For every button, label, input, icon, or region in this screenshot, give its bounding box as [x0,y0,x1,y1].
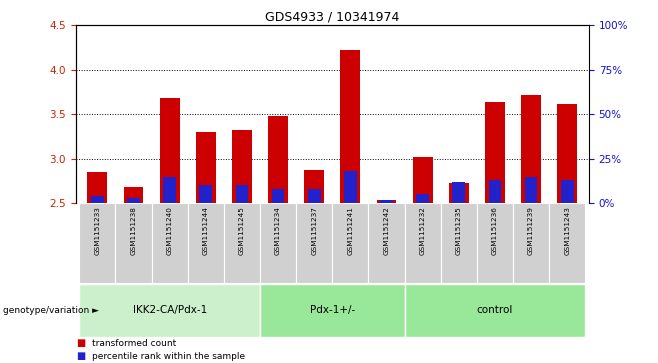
Bar [557,104,577,203]
Text: GSM1151235: GSM1151235 [456,206,462,254]
Bar [344,171,357,203]
Bar [417,194,429,203]
Bar [332,203,368,283]
Bar [79,203,115,283]
Bar [477,203,513,283]
Bar [151,203,188,283]
Bar [368,203,405,283]
Bar [521,95,541,203]
Text: GSM1151240: GSM1151240 [166,206,172,254]
Bar [549,203,586,283]
Text: genotype/variation ►: genotype/variation ► [3,306,99,315]
Bar [525,177,538,203]
Bar [260,284,405,337]
Text: GSM1151234: GSM1151234 [275,206,281,254]
Text: GSM1151232: GSM1151232 [420,206,426,254]
Bar [485,102,505,203]
Text: ■: ■ [76,338,85,348]
Text: GDS4933 / 10341974: GDS4933 / 10341974 [265,11,399,24]
Bar [224,203,260,283]
Bar [304,170,324,203]
Bar [268,116,288,203]
Bar [441,203,477,283]
Bar [196,132,216,203]
Bar [88,172,107,203]
Bar [449,183,468,203]
Bar [380,200,393,203]
Bar [163,177,176,203]
Text: percentile rank within the sample: percentile rank within the sample [92,352,245,361]
Text: GSM1151239: GSM1151239 [528,206,534,254]
Bar [561,180,574,203]
Text: GSM1151238: GSM1151238 [130,206,136,254]
Text: ■: ■ [76,351,85,362]
Bar [232,130,252,203]
Text: IKK2-CA/Pdx-1: IKK2-CA/Pdx-1 [132,305,207,315]
Bar [453,182,465,203]
Bar [188,203,224,283]
Bar [405,284,586,337]
Bar [405,203,441,283]
Text: GSM1151242: GSM1151242 [384,206,390,254]
Text: GSM1151241: GSM1151241 [347,206,353,254]
Text: GSM1151244: GSM1151244 [203,206,209,254]
Bar [115,203,151,283]
Text: GSM1151243: GSM1151243 [564,206,570,254]
Bar [199,185,212,203]
Bar [91,196,104,203]
Bar [79,284,260,337]
Bar [272,189,284,203]
Bar [413,157,432,203]
Bar [296,203,332,283]
Bar [376,200,396,203]
Bar [308,189,320,203]
Bar [160,98,180,203]
Bar [236,185,248,203]
Text: GSM1151237: GSM1151237 [311,206,317,254]
Bar [489,180,501,203]
Text: GSM1151245: GSM1151245 [239,206,245,254]
Bar [340,50,361,203]
Text: GSM1151236: GSM1151236 [492,206,498,254]
Text: Pdx-1+/-: Pdx-1+/- [310,305,355,315]
Bar [124,187,143,203]
Bar [513,203,549,283]
Bar [260,203,296,283]
Text: control: control [477,305,513,315]
Bar [127,198,140,203]
Text: GSM1151233: GSM1151233 [94,206,101,254]
Text: transformed count: transformed count [92,339,176,347]
